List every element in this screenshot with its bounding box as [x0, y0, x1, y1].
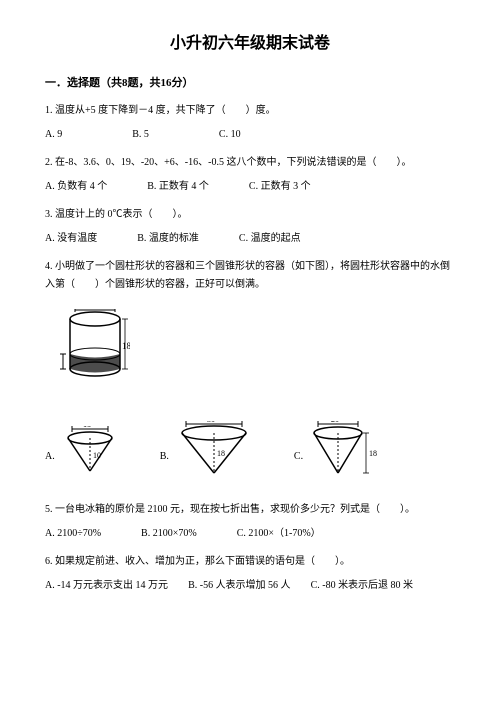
q6-optA: A. -14 万元表示支出 14 万元 [45, 580, 168, 591]
q1-text: 1. 温度从+5 度下降到－4 度，共下降了（ ）度。 [45, 102, 455, 120]
question-2: 2. 在-8、3.6、0、19、-20、+6、-16、-0.5 这八个数中，下列… [45, 154, 455, 196]
q2-optB: B. 正数有 4 个 [147, 178, 209, 196]
coneB-svg: 30 18 [174, 421, 264, 481]
q5-optB: B. 2100×70% [141, 525, 197, 543]
q4-labelA: A. [45, 448, 55, 466]
q3-options: A. 没有温度 B. 温度的标准 C. 温度的起点 [45, 230, 455, 248]
page-title: 小升初六年级期末试卷 [45, 30, 455, 59]
q5-optA: A. 2100÷70% [45, 525, 101, 543]
coneA-h: 10 [93, 451, 101, 460]
q4-labelB: B. [160, 448, 169, 466]
q4-text: 4. 小明做了一个圆柱形状的容器和三个圆锥形状的容器（如下图），将圆柱形状容器中… [45, 258, 455, 294]
question-4: 4. 小明做了一个圆柱形状的容器和三个圆锥形状的容器（如下图），将圆柱形状容器中… [45, 258, 455, 481]
cone-A: A. 18 10 [45, 426, 130, 481]
q4-labelC: C. [294, 448, 303, 466]
q3-text: 3. 温度计上的 0℃表示（ ）。 [45, 206, 455, 224]
cylinder-svg: 20 18 [60, 309, 130, 389]
q2-options: A. 负数有 4 个 B. 正数有 4 个 C. 正数有 3 个 [45, 178, 455, 196]
coneC-h: 18 [369, 449, 377, 458]
coneC-svg: 20 18 [308, 421, 383, 481]
coneB-d: 30 [207, 421, 215, 424]
q2-optA: A. 负数有 4 个 [45, 178, 107, 196]
cone-C: C. 20 18 [294, 421, 383, 481]
q6-optB: B. -56 人表示增加 56 人 [188, 580, 291, 591]
question-3: 3. 温度计上的 0℃表示（ ）。 A. 没有温度 B. 温度的标准 C. 温度… [45, 206, 455, 248]
q5-text: 5. 一台电冰箱的原价是 2100 元，现在按七折出售，求现价多少元？列式是（ … [45, 501, 455, 519]
q2-text: 2. 在-8、3.6、0、19、-20、+6、-16、-0.5 这八个数中，下列… [45, 154, 455, 172]
q6-text: 6. 如果规定前进、收入、增加为正，那么下面错误的语句是（ ）。 [45, 553, 455, 571]
q1-optB: B. 5 [132, 126, 149, 144]
cyl-height: 18 [122, 341, 130, 351]
q6-options: A. -14 万元表示支出 14 万元 B. -56 人表示增加 56 人 C.… [45, 577, 455, 595]
section-header: 一．选择题（共8题，共16分） [45, 74, 455, 94]
coneB-h: 18 [217, 449, 225, 458]
q5-optC: C. 2100×（1-70%） [237, 525, 321, 543]
question-5: 5. 一台电冰箱的原价是 2100 元，现在按七折出售，求现价多少元？列式是（ … [45, 501, 455, 543]
coneA-d: 18 [83, 426, 91, 429]
q5-options: A. 2100÷70% B. 2100×70% C. 2100×（1-70%） [45, 525, 455, 543]
cone-options: A. 18 10 B. [45, 421, 455, 481]
q2-optC: C. 正数有 3 个 [249, 178, 311, 196]
cylinder-figure: 20 18 [60, 309, 455, 396]
q3-optB: B. 温度的标准 [137, 230, 199, 248]
cone-B: B. 30 18 [160, 421, 264, 481]
q3-optA: A. 没有温度 [45, 230, 97, 248]
coneC-d: 20 [331, 421, 339, 424]
q6-optC: C. -80 米表示后退 80 米 [311, 580, 414, 591]
q1-optA: A. 9 [45, 126, 62, 144]
q1-options: A. 9 B. 5 C. 10 [45, 126, 455, 144]
question-1: 1. 温度从+5 度下降到－4 度，共下降了（ ）度。 A. 9 B. 5 C.… [45, 102, 455, 144]
q1-optC: C. 10 [219, 126, 241, 144]
coneA-svg: 18 10 [60, 426, 130, 481]
question-6: 6. 如果规定前进、收入、增加为正，那么下面错误的语句是（ ）。 A. -14 … [45, 553, 455, 595]
q3-optC: C. 温度的起点 [239, 230, 301, 248]
